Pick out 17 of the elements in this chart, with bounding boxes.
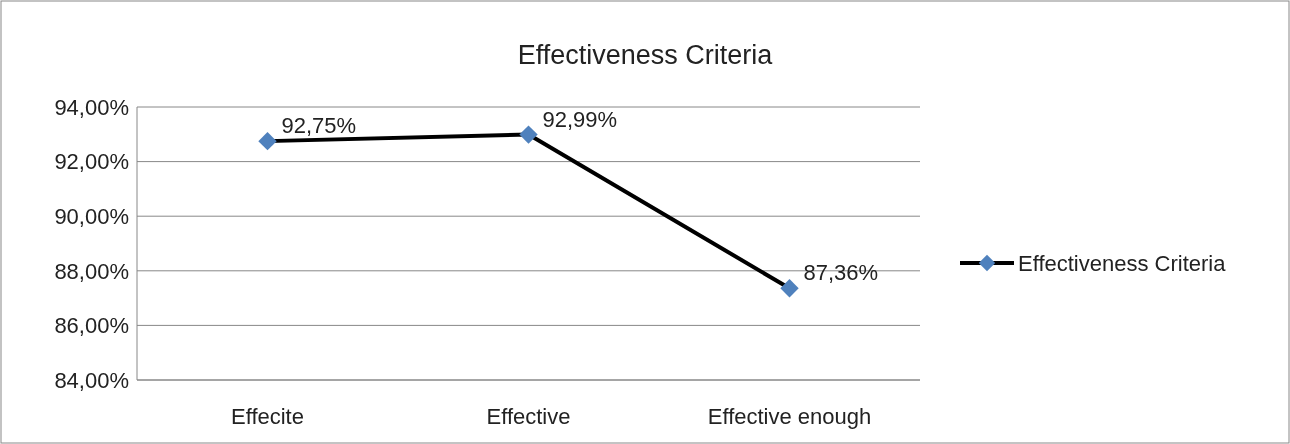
y-tick-label: 90,00% <box>54 203 129 229</box>
y-tick-label: 94,00% <box>54 94 129 120</box>
x-tick-label: Effective enough <box>707 404 872 429</box>
data-label: 87,36% <box>803 260 879 286</box>
y-tick-label: 84,00% <box>54 367 129 393</box>
y-tick-label: 88,00% <box>54 258 129 284</box>
legend-label: Effectiveness Criteria <box>1018 250 1227 276</box>
y-tick-label: 86,00% <box>54 313 129 339</box>
chart-title: Effectiveness Criteria <box>517 40 774 70</box>
point <box>258 131 277 151</box>
point <box>519 125 538 144</box>
point <box>780 279 799 298</box>
x-tick-label: Effecite <box>231 404 304 429</box>
x-tick-label: Effective <box>486 404 571 429</box>
data-label: 92,99% <box>542 106 618 132</box>
y-tick-label: 92,00% <box>54 149 129 175</box>
data-label: 92,75% <box>281 113 357 139</box>
